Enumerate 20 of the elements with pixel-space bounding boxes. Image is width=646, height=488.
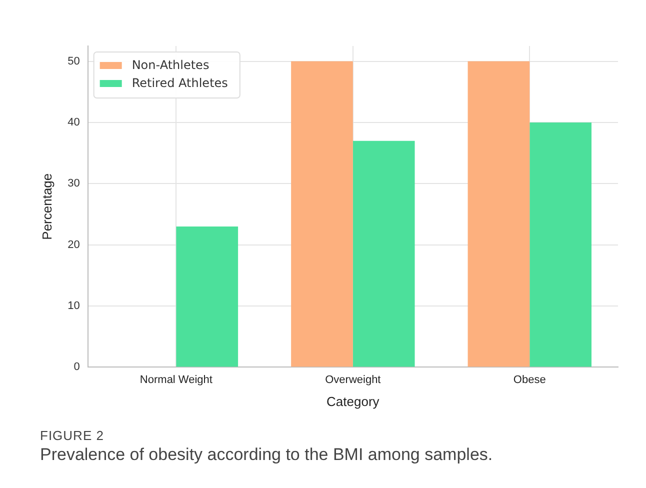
legend-label: Non-Athletes — [132, 58, 210, 72]
y-tick-label: 40 — [68, 116, 80, 129]
text: Prevalence of obesity according to the BMI among samples. — [40, 445, 493, 465]
bar — [468, 61, 530, 367]
y-tick-label: 20 — [68, 238, 80, 251]
x-tick-label: Overweight — [325, 374, 381, 386]
y-tick-label: 50 — [68, 55, 80, 68]
y-tick-label: 10 — [68, 300, 80, 312]
y-tick-label: 30 — [68, 178, 80, 190]
bar — [352, 140, 415, 367]
bar — [291, 61, 353, 367]
bar — [176, 226, 238, 367]
x-axis-title: Category — [326, 394, 380, 409]
legend-label: Retired Athletes — [132, 76, 228, 90]
x-tick-label: Obese — [513, 374, 546, 386]
caption: FIGURE 2 — [40, 428, 105, 443]
bar — [530, 122, 592, 367]
y-axis-title: Percentage — [39, 173, 54, 240]
y-tick-label: 0 — [74, 361, 80, 374]
x-tick-label: Normal Weight — [140, 374, 212, 386]
